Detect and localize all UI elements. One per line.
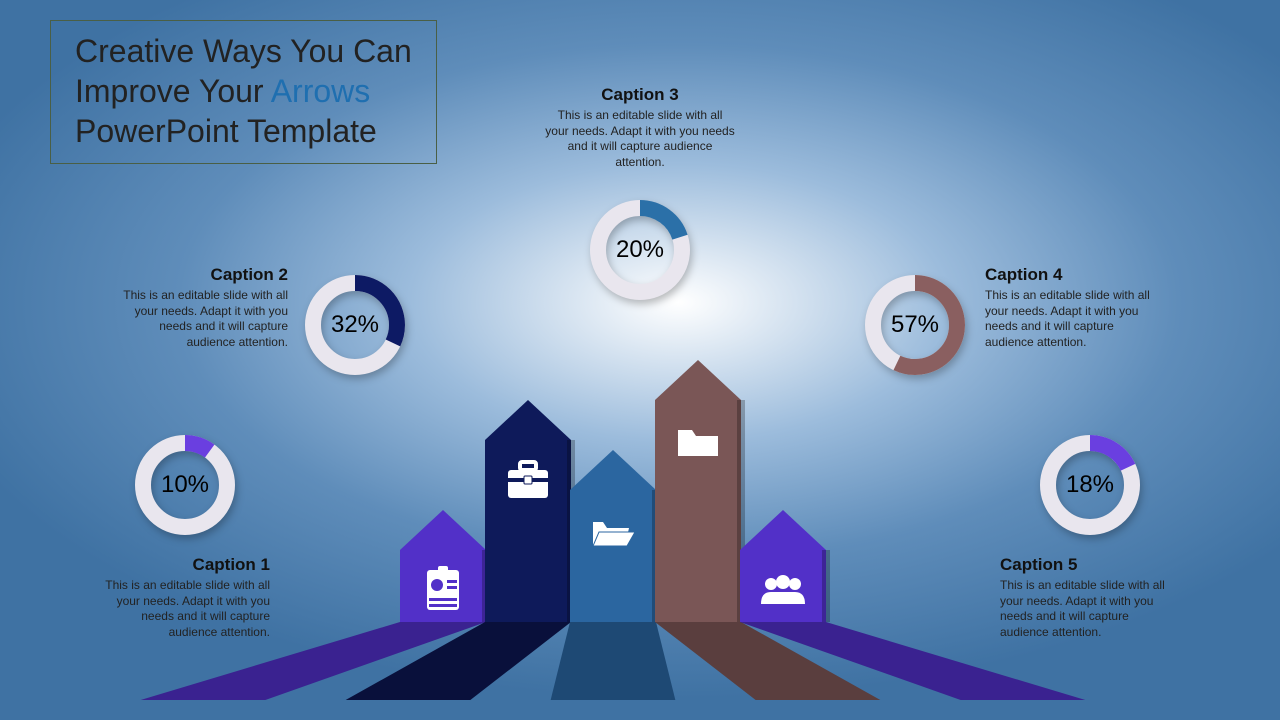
caption-5-body: This is an editable slide with all your … [1000,578,1170,640]
arrow-2 [346,400,571,700]
caption-1-body: This is an editable slide with all your … [100,578,270,640]
donut-5: 18% [1035,430,1145,540]
caption-3: Caption 3 This is an editable slide with… [545,85,735,170]
caption-3-title: Caption 3 [545,85,735,105]
caption-1: Caption 1 This is an editable slide with… [100,555,270,640]
donut-4-value: 57% [860,270,970,380]
donut-3-value: 20% [585,195,695,305]
donut-1-value: 10% [130,430,240,540]
title-highlight: Arrows [271,73,371,109]
caption-4-title: Caption 4 [985,265,1155,285]
caption-1-title: Caption 1 [100,555,270,575]
id-badge-icon [427,566,459,610]
caption-5: Caption 5 This is an editable slide with… [1000,555,1170,640]
slide-title-box: Creative Ways You Can Improve Your Arrow… [50,20,437,164]
caption-3-body: This is an editable slide with all your … [545,108,735,170]
donut-3: 20% [585,195,695,305]
caption-4: Caption 4 This is an editable slide with… [985,265,1155,350]
donut-2-value: 32% [300,270,410,380]
folder-open-icon [593,522,635,546]
caption-4-body: This is an editable slide with all your … [985,288,1155,350]
donut-1: 10% [130,430,240,540]
slide-title: Creative Ways You Can Improve Your Arrow… [75,31,412,151]
donut-5-value: 18% [1035,430,1145,540]
users-icon [761,575,805,604]
caption-5-title: Caption 5 [1000,555,1170,575]
title-line3: PowerPoint Template [75,113,377,149]
caption-2: Caption 2 This is an editable slide with… [118,265,288,350]
arrow-3 [551,450,676,700]
title-line2a: Improve Your [75,73,271,109]
folder-icon [678,430,718,456]
donut-4: 57% [860,270,970,380]
briefcase-icon [508,462,548,498]
arrow-4 [655,360,880,700]
caption-2-body: This is an editable slide with all your … [118,288,288,350]
caption-2-title: Caption 2 [118,265,288,285]
donut-2: 32% [300,270,410,380]
title-line1: Creative Ways You Can [75,33,412,69]
